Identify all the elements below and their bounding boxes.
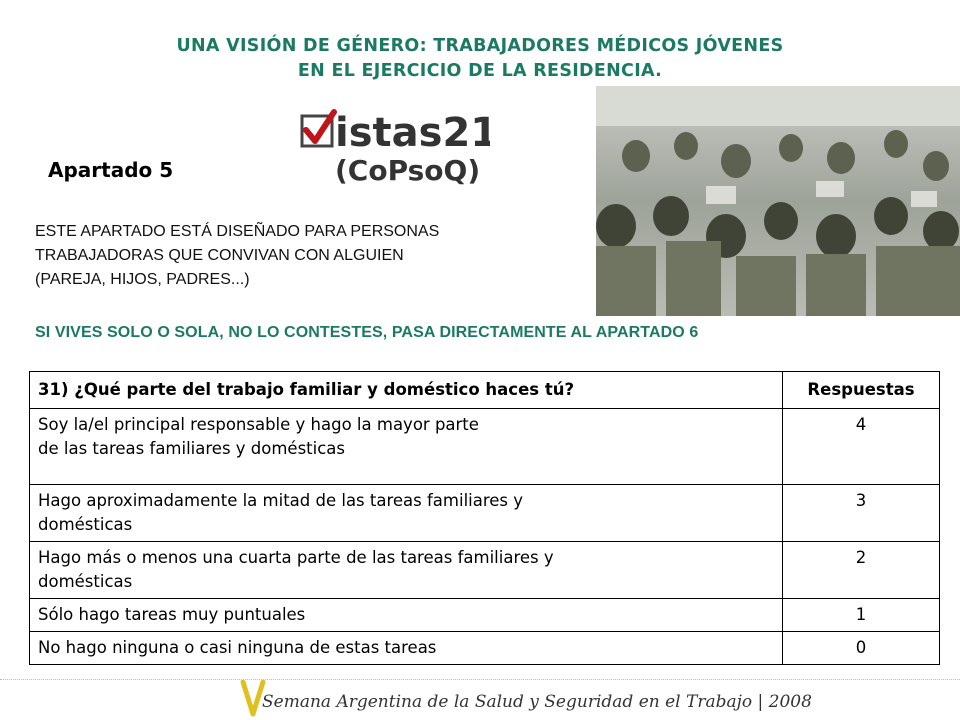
answer-line: domésticas — [38, 515, 133, 534]
footer-event-name: Semana Argentina de la Salud y Seguridad… — [262, 692, 812, 712]
answer-line: Hago más o menos una cuarta parte de las… — [38, 548, 554, 567]
answers-header: Respuestas — [782, 371, 940, 409]
answer-option: Soy la/el principal responsable y hago l… — [29, 408, 783, 485]
answer-value: 1 — [782, 598, 940, 632]
answer-line: Sólo hago tareas muy puntuales — [38, 605, 306, 624]
answer-option: No hago ninguna o casi ninguna de estas … — [29, 631, 783, 665]
answer-value: 4 — [782, 408, 940, 485]
answer-value: 0 — [782, 631, 940, 665]
v-logo-icon — [240, 680, 266, 717]
table-row: Sólo hago tareas muy puntuales 1 — [29, 598, 940, 632]
answer-line: No hago ninguna o casi ninguna de estas … — [38, 638, 437, 657]
answer-line: de las tareas familiares y domésticas — [38, 439, 346, 458]
answer-line: Hago aproximadamente la mitad de las tar… — [38, 491, 524, 510]
answer-line: domésticas — [38, 572, 133, 591]
footer-divider — [0, 679, 960, 680]
answer-value: 2 — [782, 541, 940, 599]
table-header-row: 31) ¿Qué parte del trabajo familiar y do… — [29, 371, 940, 409]
logo-main-text: istas21 — [335, 110, 490, 156]
answer-option: Hago aproximadamente la mitad de las tar… — [29, 484, 783, 542]
answer-option: Hago más o menos una cuarta parte de las… — [29, 541, 783, 599]
table-row: Hago más o menos una cuarta parte de las… — [29, 541, 940, 599]
answer-value: 3 — [782, 484, 940, 542]
answer-option: Sólo hago tareas muy puntuales — [29, 598, 783, 632]
audience-photo — [596, 86, 960, 316]
answer-line: Soy la/el principal responsable y hago l… — [38, 415, 479, 434]
page-title: UNA VISIÓN DE GÉNERO: TRABAJADORES MÉDIC… — [0, 34, 960, 84]
warning-text: SI VIVES SOLO O SOLA, NO LO CONTESTES, P… — [35, 324, 699, 341]
intro-line-1: ESTE APARTADO ESTÁ DISEÑADO PARA PERSONA… — [35, 223, 440, 240]
intro-line-3: (PAREJA, HIJOS, PADRES...) — [35, 271, 250, 288]
intro-line-2: TRABAJADORAS QUE CONVIVAN CON ALGUIEN — [35, 247, 404, 264]
istas21-logo: istas21 (CoPsoQ) — [300, 109, 490, 187]
question-table: 31) ¿Qué parte del trabajo familiar y do… — [29, 371, 940, 665]
table-row: Hago aproximadamente la mitad de las tar… — [29, 484, 940, 542]
title-line-2: EN EL EJERCICIO DE LA RESIDENCIA. — [297, 61, 663, 81]
section-heading: Apartado 5 — [48, 158, 174, 182]
title-line-1: UNA VISIÓN DE GÉNERO: TRABAJADORES MÉDIC… — [176, 36, 784, 56]
intro-text: ESTE APARTADO ESTÁ DISEÑADO PARA PERSONA… — [35, 220, 595, 292]
table-row: Soy la/el principal responsable y hago l… — [29, 408, 940, 485]
question-header: 31) ¿Qué parte del trabajo familiar y do… — [29, 371, 783, 409]
logo-sub-text: (CoPsoQ) — [335, 154, 480, 187]
table-row: No hago ninguna o casi ninguna de estas … — [29, 631, 940, 665]
checkmark-icon — [303, 109, 337, 144]
